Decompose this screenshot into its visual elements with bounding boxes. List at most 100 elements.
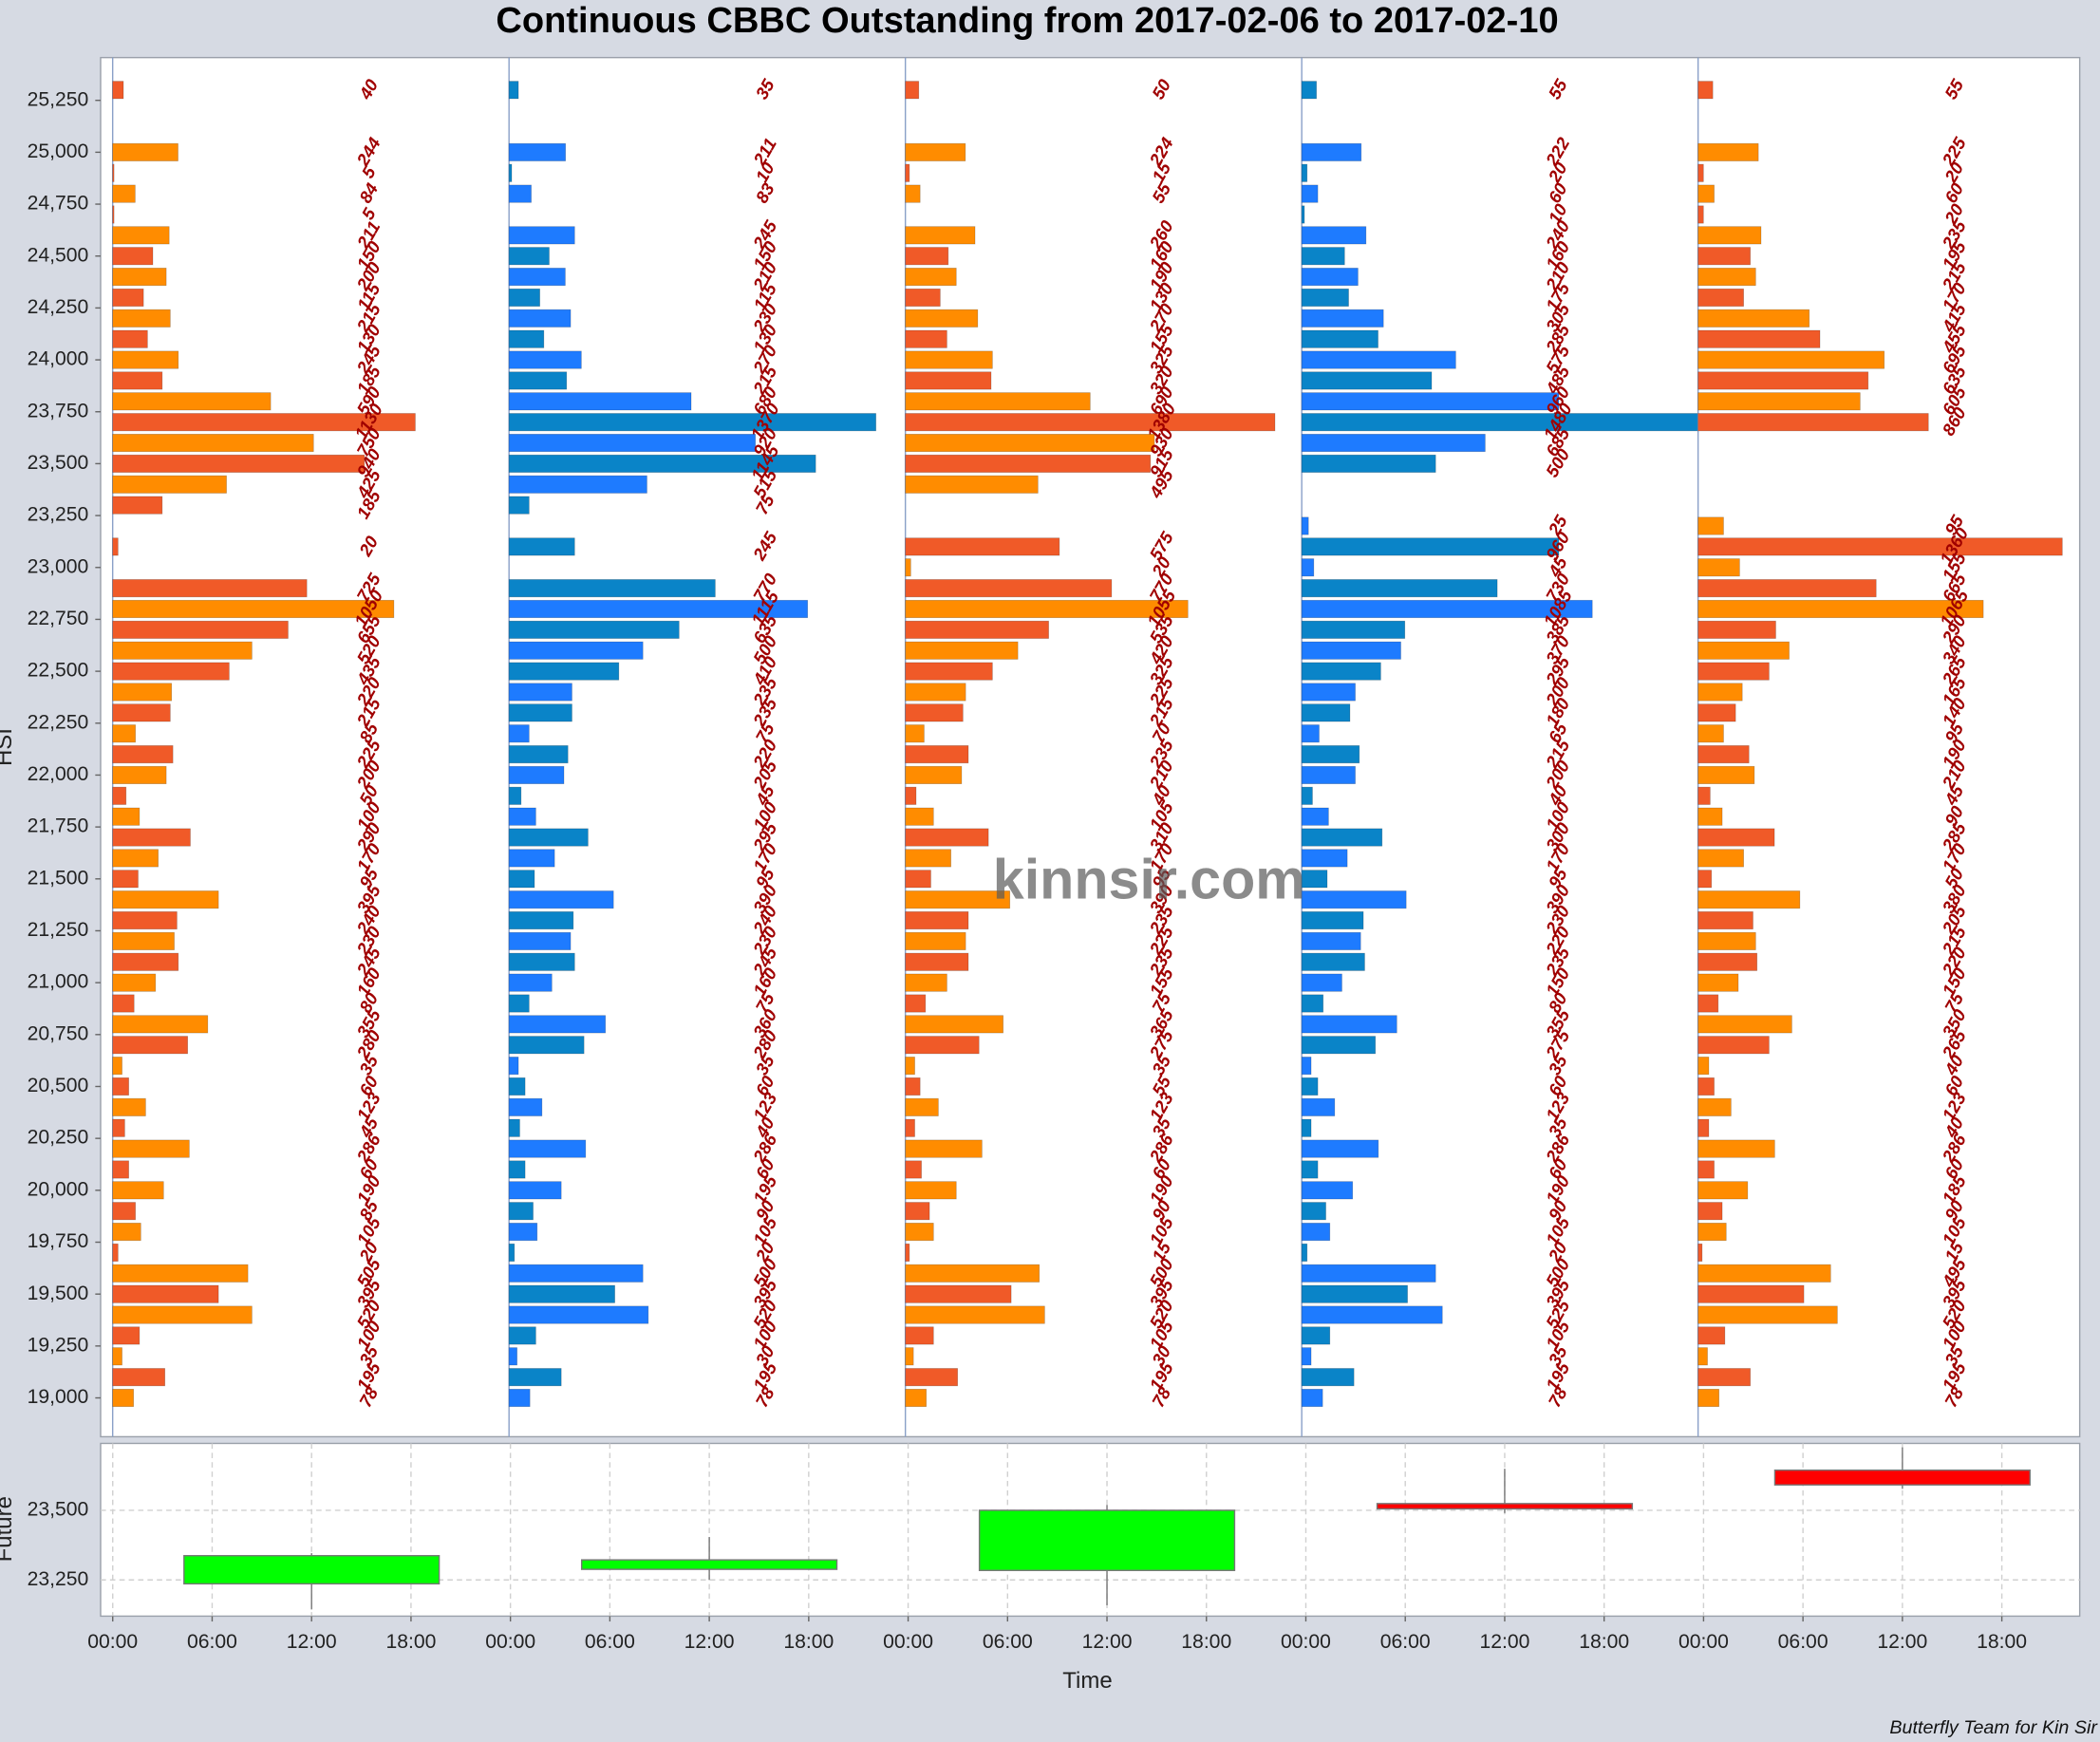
bar [905, 1057, 915, 1076]
x-tick-label: 00:00 [1678, 1631, 1729, 1653]
bar [1301, 205, 1305, 224]
bar [1301, 786, 1313, 805]
bar [508, 849, 555, 868]
bar [112, 475, 227, 494]
bar [1697, 1160, 1715, 1179]
bar [112, 745, 174, 764]
bar [905, 1243, 910, 1262]
bar [1301, 1077, 1319, 1096]
bar [112, 641, 253, 660]
candle-body [978, 1509, 1236, 1571]
bar [1301, 1347, 1312, 1366]
bar [508, 1139, 587, 1158]
bar [1301, 579, 1498, 598]
bar [1697, 226, 1762, 245]
x-tick-label: 18:00 [1181, 1631, 1231, 1653]
bar [112, 1243, 119, 1262]
bar [508, 288, 540, 307]
bar [112, 1223, 141, 1242]
y-tick-label: 20,500 [28, 1075, 89, 1096]
y-tick-label: 22,250 [28, 711, 89, 733]
bar [1697, 1077, 1715, 1096]
bar [1301, 807, 1329, 826]
bar [112, 226, 170, 245]
bar [1697, 1118, 1710, 1137]
bar [508, 392, 692, 411]
bar [508, 81, 519, 100]
y-tick-label: 19,000 [28, 1386, 89, 1408]
y-tick-label: 19,250 [28, 1334, 89, 1356]
bar [508, 745, 569, 764]
bar [508, 413, 876, 432]
bar [1301, 288, 1349, 307]
bar [112, 1139, 190, 1158]
bar [905, 1077, 921, 1096]
bar [508, 1057, 519, 1076]
bar [112, 371, 163, 390]
bar [1697, 163, 1704, 182]
watermark: kinnsir.com [993, 848, 1305, 911]
bar [1697, 662, 1770, 681]
bar [1301, 1036, 1377, 1055]
bar [112, 1160, 129, 1179]
y-tick-label: 22,000 [28, 763, 89, 785]
bar [905, 413, 1276, 432]
bar [905, 1264, 1041, 1283]
bar [905, 288, 941, 307]
y-tick-label: 22,500 [28, 660, 89, 682]
bar [1697, 1264, 1831, 1283]
candle-body [1773, 1469, 2031, 1486]
bar [508, 703, 572, 722]
y-tick-label: 21,750 [28, 815, 89, 837]
bar [508, 1097, 543, 1116]
bar [112, 205, 115, 224]
y-tick-label: 23,750 [28, 400, 89, 421]
bar [112, 765, 167, 784]
bar [905, 807, 934, 826]
bar [508, 724, 530, 743]
x-tick-label: 18:00 [1579, 1631, 1629, 1653]
bar [508, 268, 566, 287]
x-tick-label: 12:00 [287, 1631, 337, 1653]
y-tick-label: 23,250 [28, 1568, 89, 1590]
bar [1301, 329, 1378, 348]
bar [1301, 558, 1315, 577]
bar [1301, 434, 1486, 453]
bar [905, 1305, 1045, 1324]
bar [1301, 683, 1356, 702]
x-tick-label: 00:00 [883, 1631, 933, 1653]
bar [112, 329, 148, 348]
bar [1301, 1264, 1436, 1283]
bar [1301, 1326, 1331, 1345]
bar [112, 434, 314, 453]
bar [905, 745, 969, 764]
bar [905, 1388, 928, 1408]
bar [1697, 1057, 1710, 1076]
candle-body [183, 1555, 441, 1585]
bar [1301, 1181, 1354, 1200]
bar [905, 1097, 939, 1116]
bar [905, 163, 910, 182]
bar [1697, 309, 1810, 328]
bar [1697, 910, 1753, 930]
bar [112, 599, 395, 619]
bar [508, 1202, 534, 1221]
y-tick-label: 24,500 [28, 244, 89, 266]
bar [112, 1077, 129, 1096]
bar [905, 662, 993, 681]
x-tick-label: 06:00 [585, 1631, 635, 1653]
bar [1301, 1015, 1397, 1034]
bar [112, 413, 416, 432]
y-tick-label: 23,250 [28, 504, 89, 526]
bar [112, 1057, 122, 1076]
bar [1301, 537, 1560, 556]
bar [1301, 641, 1401, 660]
bar [508, 329, 545, 348]
bar [508, 1160, 526, 1179]
bar [1697, 724, 1724, 743]
bar [1697, 931, 1756, 950]
bar [905, 952, 969, 971]
bar [1697, 641, 1790, 660]
bar [508, 142, 567, 161]
bar [1301, 226, 1367, 245]
